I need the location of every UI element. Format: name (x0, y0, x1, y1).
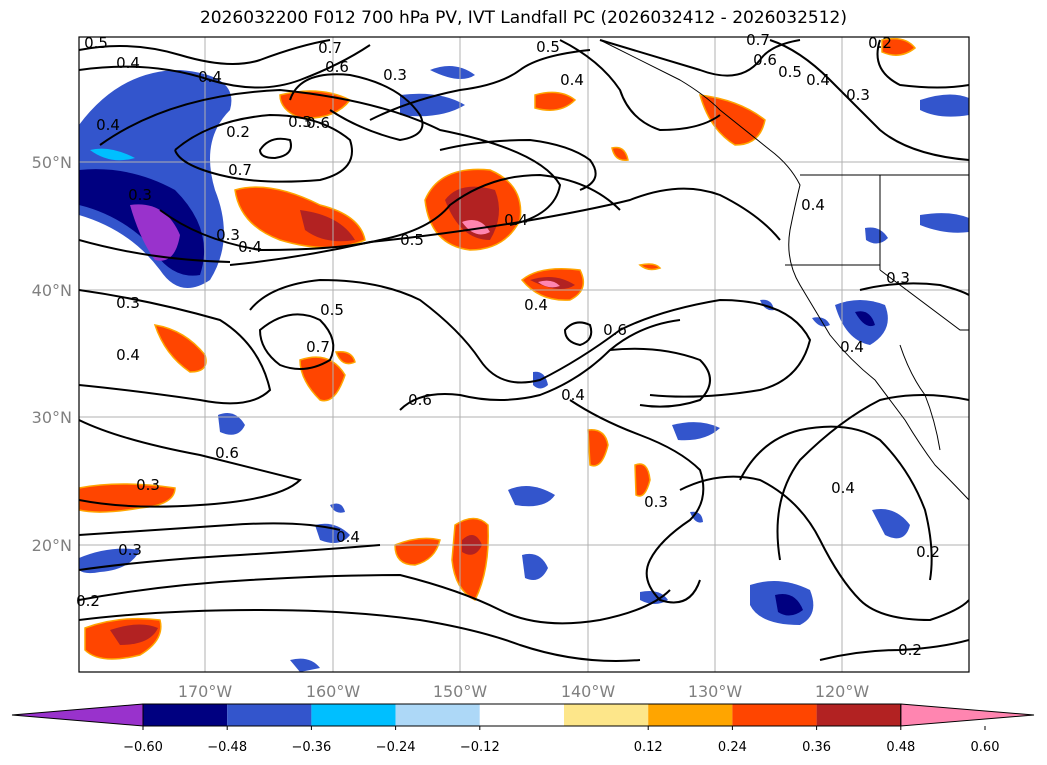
contour-label: 0.2 (226, 123, 250, 141)
contour-label: 0.7 (228, 161, 252, 179)
contour-label: 0.3 (136, 476, 160, 494)
colorbar-tick-label: 0.12 (634, 740, 663, 755)
contour-label: 0.3 (644, 493, 668, 511)
latitude-label: 20°N (32, 536, 72, 555)
longitude-label: 120°W (815, 682, 870, 701)
colorbar-tick-label: −0.24 (376, 740, 416, 755)
contour-label: 0.6 (215, 444, 239, 462)
colorbar-outline (142, 703, 902, 727)
contour-label: 0.7 (746, 31, 770, 49)
contour-label: 0.4 (560, 71, 584, 89)
contour-label: 0.4 (116, 54, 140, 72)
contour-label: 0.7 (306, 338, 330, 356)
contour-label: 0.3 (383, 66, 407, 84)
colorbar: −0.60 −0.48 −0.36 −0.24 −0.12 0.12 0.24 0.36 0.4… (11, 703, 1035, 755)
longitude-label: 150°W (433, 682, 488, 701)
contour-label: 0.7 (318, 39, 342, 57)
contour-label: 0.3 (118, 541, 142, 559)
contour-label: 0.4 (561, 386, 585, 404)
contour-label: 0.6 (603, 321, 627, 339)
latitude-labels: 50°N 40°N 30°N 20°N (32, 153, 72, 555)
contour-label: 0.5 (536, 38, 560, 56)
contour-label: 0.3 (128, 186, 152, 204)
contour-label: 0.5 (84, 34, 108, 52)
colorbar-segment (311, 704, 396, 726)
contour-labels: 0.50.40.40.70.6 0.30.60.70.30.40.50.40.70… (76, 31, 940, 659)
colorbar-segment (227, 704, 312, 726)
contour-label: 0.5 (778, 63, 802, 81)
latitude-label: 30°N (32, 408, 72, 427)
contour-label: 0.6 (306, 114, 330, 132)
contour-label: 0.4 (806, 71, 830, 89)
colorbar-tick-label: 0.48 (886, 740, 915, 755)
colorbar-segment (564, 704, 649, 726)
colorbar-tick-label: 0.60 (971, 740, 1000, 755)
contour-label: 0.2 (916, 543, 940, 561)
longitude-label: 130°W (688, 682, 743, 701)
colorbar-extend-right (900, 703, 1035, 727)
contour-label: 0.4 (840, 338, 864, 356)
contour-label: 0.2 (76, 592, 100, 610)
colorbar-segment (479, 704, 564, 726)
colorbar-tick-label: 0.36 (802, 740, 831, 755)
colorbar-tick-label: −0.36 (291, 740, 331, 755)
colorbar-segment (816, 704, 901, 726)
latitude-label: 40°N (32, 281, 72, 300)
contour-label: 0.6 (325, 58, 349, 76)
contour-label: 0.2 (898, 641, 922, 659)
longitude-label: 160°W (306, 682, 361, 701)
longitude-label: 170°W (178, 682, 233, 701)
latitude-label: 50°N (32, 153, 72, 172)
contour-label: 0.4 (238, 238, 262, 256)
colorbar-tick-label: −0.12 (460, 740, 500, 755)
colorbar-segment (143, 704, 228, 726)
contour-label: 0.3 (116, 294, 140, 312)
longitude-label: 140°W (561, 682, 616, 701)
colorbar-segment (395, 704, 480, 726)
colorbar-tick-label: −0.60 (123, 740, 163, 755)
contour-label: 0.4 (504, 211, 528, 229)
colorbar-segment (732, 704, 817, 726)
contour-label: 0.4 (831, 479, 855, 497)
contour-label: 0.4 (198, 68, 222, 86)
contour-label: 0.3 (846, 86, 870, 104)
contour-label: 0.4 (524, 296, 548, 314)
contour-label: 0.6 (753, 51, 777, 69)
map-border (78, 36, 970, 673)
contour-label: 0.3 (886, 269, 910, 287)
contour-label: 0.4 (801, 196, 825, 214)
colorbar-segment (648, 704, 733, 726)
contour-label: 0.6 (408, 391, 432, 409)
pv-contours (79, 39, 969, 662)
contour-label: 0.4 (96, 116, 120, 134)
map-gridlines (79, 37, 969, 672)
contour-label: 0.4 (336, 528, 360, 546)
contour-label: 0.4 (116, 346, 140, 364)
colorbar-tick-label: 0.24 (718, 740, 747, 755)
colorbar-tick-label: −0.48 (207, 740, 247, 755)
contour-label: 0.2 (868, 34, 892, 52)
contour-label: 0.5 (400, 231, 424, 249)
colorbar-extend-left (11, 703, 144, 727)
longitude-labels: 170°W 160°W 150°W 140°W 130°W 120°W (178, 682, 870, 701)
contour-label: 0.3 (288, 113, 312, 131)
map-title: 2026032200 F012 700 hPa PV, IVT Landfall… (199, 8, 847, 28)
contour-label: 0.5 (320, 301, 344, 319)
contour-label: 0.3 (216, 226, 240, 244)
